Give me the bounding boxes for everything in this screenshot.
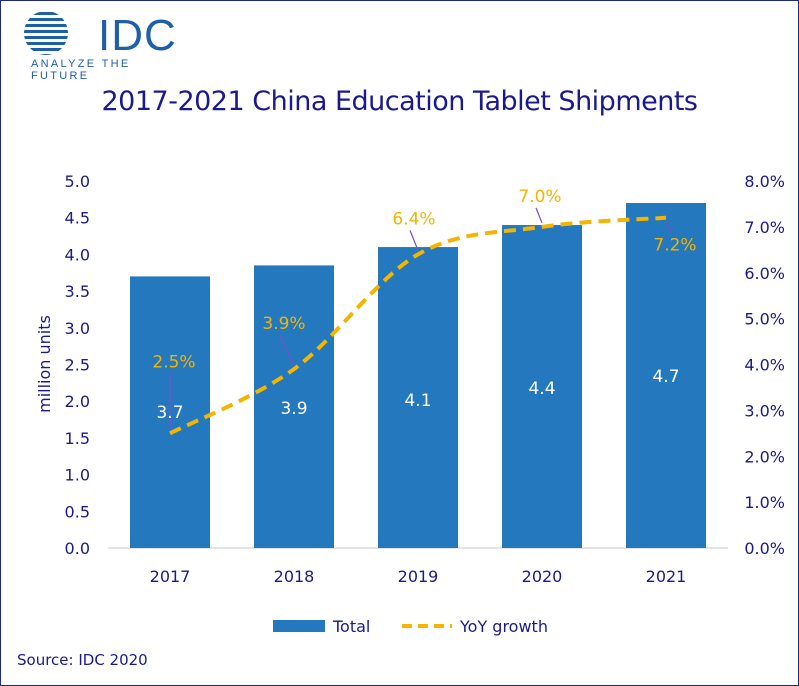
bar-data-label: 4.7 <box>652 367 679 387</box>
y-tick-label: 3.5 <box>65 282 90 301</box>
y2-tick-label: 2.0% <box>744 447 785 466</box>
bar <box>626 203 706 548</box>
bar <box>378 247 458 548</box>
y-tick-label: 3.0 <box>65 319 90 338</box>
y-tick-label: 1.5 <box>65 429 90 448</box>
y-tick-label: 4.5 <box>65 209 90 228</box>
logo-tagline: ANALYZE THE FUTURE <box>31 58 131 82</box>
yoy-data-label: 7.2% <box>653 236 696 256</box>
y2-tick-label: 7.0% <box>744 218 785 237</box>
label-leader-line <box>665 221 672 233</box>
legend-label-yoy: YoY growth <box>459 617 548 636</box>
x-tick-label: 2021 <box>646 567 687 586</box>
label-leader-line <box>279 334 295 366</box>
y-tick-label: 0.0 <box>65 539 90 558</box>
y2-tick-label: 4.0% <box>744 356 785 375</box>
x-tick-label: 2017 <box>150 567 191 586</box>
yoy-data-label: 2.5% <box>152 352 195 372</box>
y-tick-label: 4.0 <box>65 245 90 264</box>
x-tick-label: 2019 <box>398 567 439 586</box>
y-axis-label: million units <box>35 315 54 413</box>
y2-tick-label: 5.0% <box>744 310 785 329</box>
source-note: Source: IDC 2020 <box>17 651 148 669</box>
y2-tick-label: 8.0% <box>744 172 785 191</box>
bar-data-label: 3.9 <box>280 399 307 419</box>
y2-tick-label: 0.0% <box>744 539 785 558</box>
y2-tick-label: 6.0% <box>744 264 785 283</box>
x-tick-label: 2020 <box>522 567 563 586</box>
legend-swatch-total <box>273 620 325 632</box>
legend-label-total: Total <box>332 617 370 636</box>
label-leader-line <box>535 207 543 224</box>
bar <box>254 265 334 548</box>
x-tick-label: 2018 <box>274 567 315 586</box>
yoy-growth-line <box>169 215 667 436</box>
y-tick-label: 1.0 <box>65 466 90 485</box>
chart-title: 2017-2021 China Education Tablet Shipmen… <box>101 86 698 117</box>
y2-tick-label: 1.0% <box>744 493 785 512</box>
idc-logo: IDC ANALYZE THE FUTURE <box>14 8 177 82</box>
bar-data-label: 3.7 <box>156 403 183 423</box>
yoy-data-label: 3.9% <box>262 314 305 334</box>
bar-data-label: 4.4 <box>528 379 555 399</box>
y-tick-label: 5.0 <box>65 172 90 191</box>
y-tick-label: 0.5 <box>65 502 90 521</box>
y2-tick-label: 3.0% <box>744 401 785 420</box>
bar-data-label: 4.1 <box>404 391 431 411</box>
bar <box>502 225 582 549</box>
yoy-data-label: 7.0% <box>518 187 561 207</box>
label-leader-line <box>409 230 419 251</box>
y-tick-label: 2.5 <box>65 356 90 375</box>
logo-wordmark: IDC <box>98 11 177 60</box>
y-tick-label: 2.0 <box>65 392 90 411</box>
yoy-data-label: 6.4% <box>392 209 435 229</box>
globe-icon <box>24 12 68 55</box>
